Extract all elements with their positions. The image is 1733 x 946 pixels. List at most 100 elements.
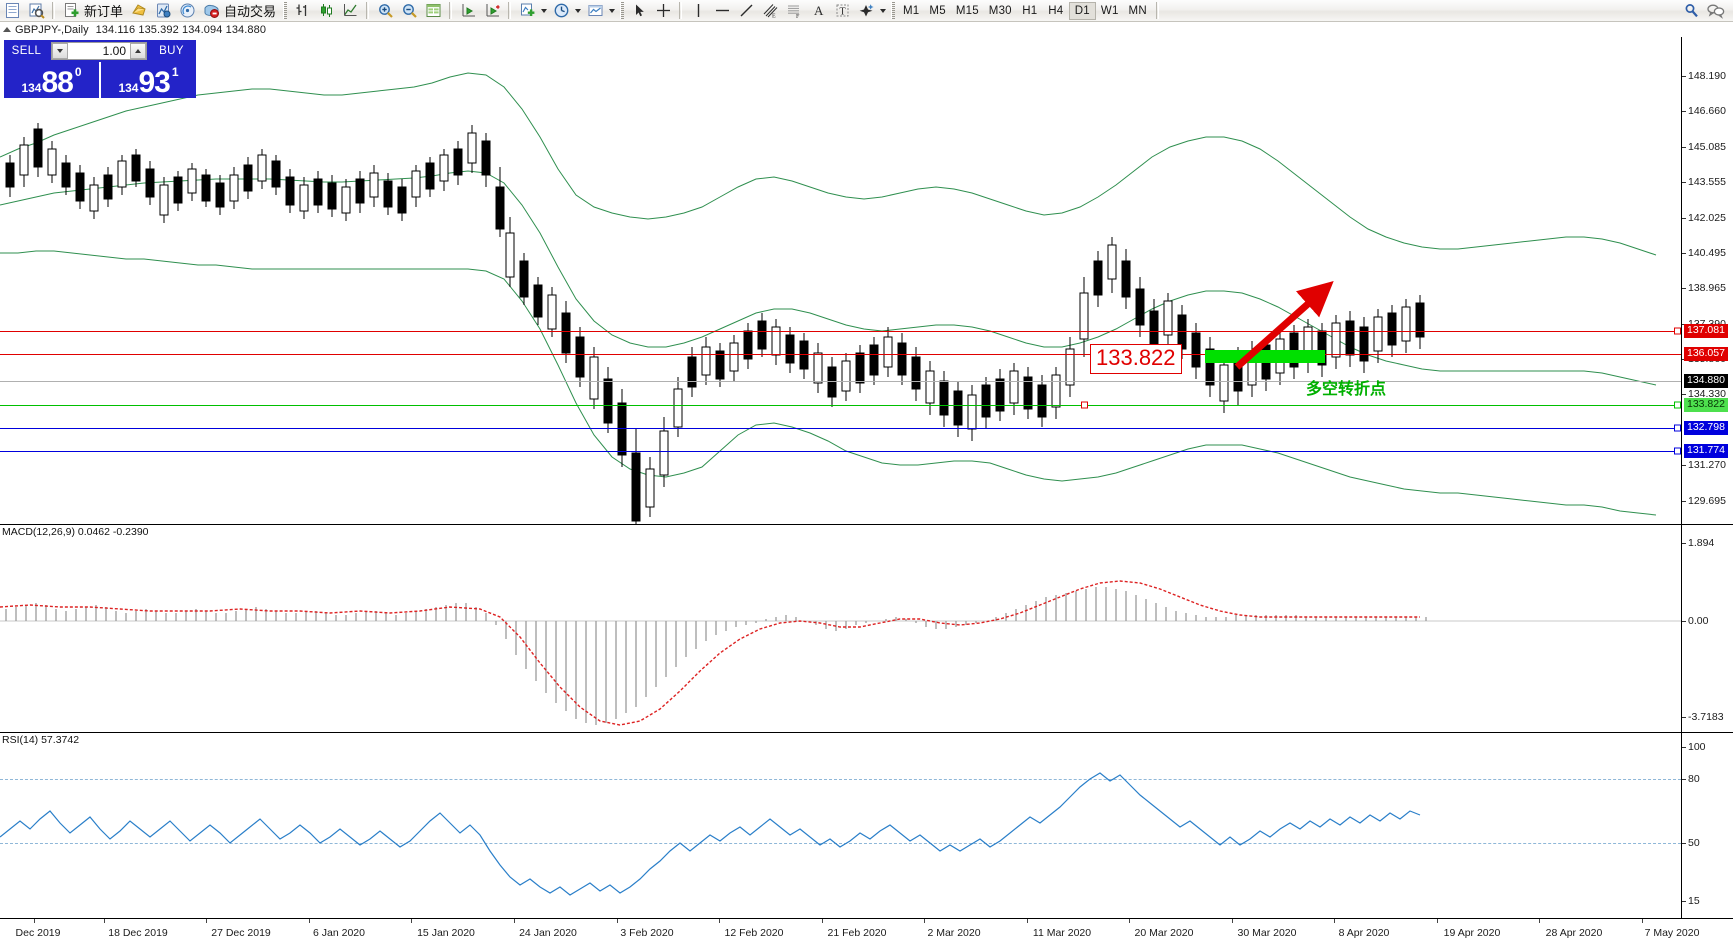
- new-order-label[interactable]: 新订单: [84, 5, 124, 20]
- profile-search-icon[interactable]: [24, 1, 48, 21]
- price-badge-136057[interactable]: 136.057: [1684, 347, 1728, 361]
- price-level-line-133822[interactable]: [0, 405, 1681, 406]
- date-axis[interactable]: Dec 2019 18 Dec 2019 27 Dec 2019 6 Jan 2…: [0, 918, 1733, 946]
- price-chart-pane[interactable]: 133.822 多空转折点 148.190 146.660 145.085 14…: [0, 37, 1733, 649]
- fibonacci-icon[interactable]: F: [782, 1, 806, 21]
- price-badge-133822[interactable]: 133.822: [1684, 398, 1728, 412]
- new-chart-icon[interactable]: [0, 1, 24, 21]
- date-label-3: 6 Jan 2020: [313, 927, 365, 939]
- timeframe-h4[interactable]: H4: [1048, 4, 1064, 17]
- sell-price-display[interactable]: 134 88 0: [4, 62, 99, 98]
- price-level-handle-137081[interactable]: [1674, 327, 1681, 335]
- timeframe-w1[interactable]: W1: [1100, 4, 1119, 17]
- vertical-line-icon[interactable]: [686, 1, 710, 21]
- equidistant-channel-icon[interactable]: E: [758, 1, 782, 21]
- price-badge-132798[interactable]: 132.798: [1684, 421, 1728, 435]
- buy-price-display[interactable]: 134 93 1: [99, 62, 196, 98]
- timeframe-m5[interactable]: M5: [929, 4, 946, 17]
- auto-trading-label[interactable]: 自动交易: [224, 5, 277, 20]
- support-zone-highlight[interactable]: [1205, 350, 1325, 363]
- date-tick: [1539, 919, 1540, 923]
- candlestick-chart-icon[interactable]: [314, 1, 338, 21]
- date-tick: [822, 919, 823, 923]
- rsi-indicator-pane[interactable]: RSI(14) 57.3742 100 80 50 15: [0, 732, 1733, 918]
- price-level-line-137081[interactable]: [0, 331, 1681, 332]
- chat-icon[interactable]: [1703, 1, 1727, 21]
- volume-decrement-button[interactable]: [52, 43, 68, 59]
- sell-button[interactable]: SELL: [11, 45, 42, 57]
- rsi-tick-50: 50: [1688, 837, 1700, 849]
- timeframe-mn[interactable]: MN: [1128, 4, 1147, 17]
- chart-collapse-icon[interactable]: [3, 26, 11, 32]
- indicators-icon[interactable]: [127, 1, 151, 21]
- text-box-icon[interactable]: T: [830, 1, 854, 21]
- new-order-icon[interactable]: [59, 1, 83, 21]
- trend-arrow-annotation[interactable]: [0, 37, 1681, 524]
- price-tag-annotation[interactable]: 133.822: [1090, 344, 1182, 374]
- arrows-icon[interactable]: [854, 1, 878, 21]
- date-label-14: 19 Apr 2020: [1443, 927, 1501, 939]
- timeframe-m15[interactable]: M15: [955, 4, 979, 17]
- buy-button[interactable]: BUY: [159, 45, 184, 57]
- crosshair-icon[interactable]: [651, 1, 675, 21]
- turning-point-note[interactable]: 多空转折点: [1306, 379, 1387, 398]
- line-chart-icon[interactable]: [338, 1, 362, 21]
- search-icon[interactable]: [1679, 1, 1703, 21]
- market-watch-icon[interactable]: [151, 1, 175, 21]
- timeframe-m1[interactable]: M1: [903, 4, 920, 17]
- price-level-line-131774[interactable]: [0, 451, 1681, 452]
- auto-trading-icon[interactable]: [199, 1, 223, 21]
- price-tick-142025: 142.025: [1688, 212, 1726, 224]
- templates-icon[interactable]: [583, 1, 607, 21]
- price-level-line-136057[interactable]: [0, 354, 1681, 355]
- timeframe-h1[interactable]: H1: [1022, 4, 1038, 17]
- date-label-7: 12 Feb 2020: [724, 927, 784, 939]
- date-label-13: 8 Apr 2020: [1338, 927, 1390, 939]
- macd-tick-min: -3.7183: [1688, 711, 1724, 723]
- price-badge-137081[interactable]: 137.081: [1684, 324, 1728, 338]
- trendline-icon[interactable]: [734, 1, 758, 21]
- price-level-line-132798[interactable]: [0, 428, 1681, 429]
- period-dropdown-icon[interactable]: [573, 1, 583, 21]
- price-level-handle-133822[interactable]: [1674, 401, 1681, 409]
- price-tick-143555: 143.555: [1688, 176, 1726, 188]
- zoom-in-icon[interactable]: [373, 1, 397, 21]
- data-window-icon[interactable]: [421, 1, 445, 21]
- templates-dropdown-icon[interactable]: [607, 1, 617, 21]
- volume-stepper[interactable]: 1.00: [51, 42, 147, 60]
- auto-scroll-icon[interactable]: [480, 1, 504, 21]
- add-indicator-dropdown-icon[interactable]: [539, 1, 549, 21]
- one-click-trading-panel[interactable]: SELL 1.00 BUY 134 88 0 134 93 1: [4, 40, 196, 98]
- add-indicator-icon[interactable]: [515, 1, 539, 21]
- bar-chart-icon[interactable]: [290, 1, 314, 21]
- rsi-tick-80: 80: [1688, 773, 1700, 785]
- chart-shift-icon[interactable]: [456, 1, 480, 21]
- price-tick-134330: 134.330: [1688, 388, 1726, 400]
- price-tick-129695: 129.695: [1688, 495, 1726, 507]
- volume-value[interactable]: 1.00: [102, 44, 126, 58]
- price-tick-146660: 146.660: [1688, 105, 1726, 117]
- trade-panel-controls-row: SELL 1.00 BUY: [4, 40, 196, 62]
- cursor-icon[interactable]: [627, 1, 651, 21]
- price-axis[interactable]: 148.190 146.660 145.085 143.555 142.025 …: [1681, 37, 1733, 649]
- price-tag-anchor-handle[interactable]: [1081, 401, 1088, 409]
- period-clock-icon[interactable]: [549, 1, 573, 21]
- date-tick: [1437, 919, 1438, 923]
- zoom-out-icon[interactable]: [397, 1, 421, 21]
- timeframe-m30[interactable]: M30: [988, 4, 1012, 17]
- horizontal-line-icon[interactable]: [710, 1, 734, 21]
- toolbar-divider-3: [449, 2, 453, 19]
- macd-indicator-pane[interactable]: MACD(12,26,9) 0.0462 -0.2390: [0, 524, 1733, 732]
- toolbar-grip: [283, 2, 288, 19]
- arrows-dropdown-icon[interactable]: [878, 1, 888, 21]
- signals-icon[interactable]: [175, 1, 199, 21]
- price-level-handle-132798[interactable]: [1674, 424, 1681, 432]
- text-label-icon[interactable]: A: [806, 1, 830, 21]
- volume-increment-button[interactable]: [130, 43, 146, 59]
- price-badge-131774[interactable]: 131.774: [1684, 444, 1728, 458]
- chart-symbol-label: GBPJPY-,Daily: [15, 23, 89, 36]
- timeframe-d1[interactable]: D1: [1068, 1, 1096, 20]
- svg-text:T: T: [839, 7, 845, 18]
- price-level-handle-131774[interactable]: [1674, 447, 1681, 455]
- price-tick-138965: 138.965: [1688, 282, 1726, 294]
